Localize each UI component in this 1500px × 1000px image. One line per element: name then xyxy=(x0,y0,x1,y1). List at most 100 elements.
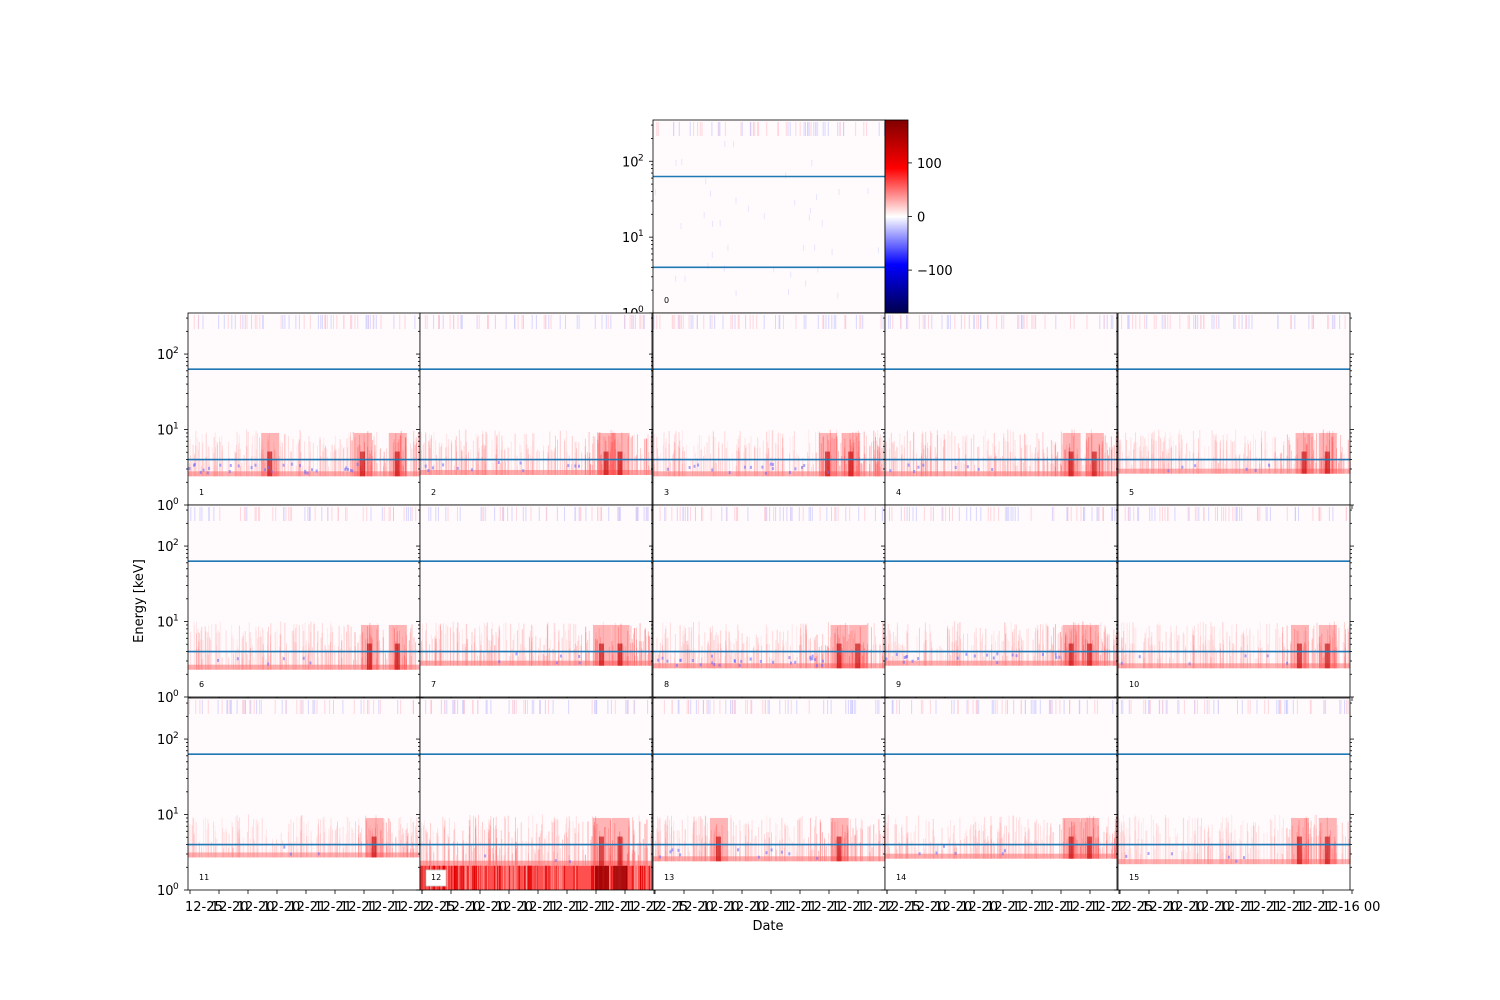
x-tick-label: 12-22 xyxy=(624,900,662,915)
x-tick-label: 12-20 xyxy=(676,900,714,915)
panel-label: 6 xyxy=(199,680,204,689)
x-tick-label: 12-20 xyxy=(469,900,507,915)
y-tick-exponent: 0 xyxy=(173,689,179,699)
y-tick-label: 10 xyxy=(157,691,174,706)
x-tick-label: 12-25 xyxy=(1115,900,1153,915)
panel-13: 13 xyxy=(649,697,889,894)
below-cutoff-region xyxy=(188,669,420,697)
y-tick-exponent: 2 xyxy=(173,731,179,741)
y-tick-exponent: 1 xyxy=(173,422,179,432)
y-tick-label: 10 xyxy=(157,884,174,899)
panel-label: 2 xyxy=(431,488,436,497)
panel-label-box xyxy=(425,869,447,887)
x-tick-label: 12-21 xyxy=(288,900,326,915)
y-tick-exponent: 0 xyxy=(173,497,179,507)
below-cutoff-region xyxy=(885,858,1117,890)
panel-label: 4 xyxy=(896,488,901,497)
low-energy-activity xyxy=(1118,621,1350,669)
colorbar-tick-label: 100 xyxy=(917,157,942,172)
panel-background xyxy=(653,120,885,313)
x-tick-label: 12-21 xyxy=(573,900,611,915)
y-tick-exponent: 2 xyxy=(638,153,644,163)
x-tick-label: 12-20 xyxy=(263,900,301,915)
x-axis-label: Date xyxy=(752,919,783,934)
panel-ticks xyxy=(1114,702,1354,894)
panels-layer: 0100101102110010110223456100101102789101… xyxy=(157,119,1354,899)
colorbar-gradient xyxy=(885,120,908,313)
x-tick-label: 12-21 xyxy=(986,900,1024,915)
x-tick-label: 12-21 xyxy=(521,900,559,915)
panel-frame xyxy=(419,504,653,698)
below-cutoff-region xyxy=(885,476,1117,505)
x-tick-label: 12-21 xyxy=(831,900,869,915)
below-cutoff-region xyxy=(1118,668,1350,697)
panel-2: 2 xyxy=(416,312,656,509)
y-tick-exponent: 2 xyxy=(173,538,179,548)
x-tick-label: 12-22 xyxy=(392,900,430,915)
panel-label: 3 xyxy=(664,488,669,497)
below-cutoff-region xyxy=(188,476,420,505)
low-energy-activity xyxy=(1118,429,1351,474)
y-tick-exponent: 1 xyxy=(638,229,644,239)
low-energy-activity xyxy=(653,429,885,477)
x-tick-label: 12-25 xyxy=(650,900,688,915)
x-tick-label: 12-25 xyxy=(418,900,456,915)
panel-label: 13 xyxy=(664,873,674,882)
below-cutoff-region xyxy=(653,476,885,505)
low-energy-activity xyxy=(653,815,886,862)
panel-12: 12 xyxy=(416,697,656,894)
x-tick-label: 12-21 xyxy=(754,900,792,915)
panel-4: 4 xyxy=(881,312,1121,509)
x-tick-label: 12-20 xyxy=(909,900,947,915)
x-tick-label: 12-20 xyxy=(1141,900,1179,915)
x-tick-label: 12-22 xyxy=(1089,900,1127,915)
high-energy-streaks xyxy=(888,315,1114,329)
x-tick-label: 12-20 xyxy=(211,900,249,915)
y-tick-exponent: 2 xyxy=(173,346,179,356)
panel-7: 7 xyxy=(416,504,656,701)
panel-label: 1 xyxy=(199,488,204,497)
x-tick-label: 12-21 xyxy=(340,900,378,915)
panel-background xyxy=(420,698,652,890)
x-tick-label: 12-20 xyxy=(934,900,972,915)
y-tick-exponent: 1 xyxy=(173,807,179,817)
x-tick-label: 12-20 xyxy=(443,900,481,915)
below-cutoff-region xyxy=(885,665,1117,697)
y-tick-exponent: 0 xyxy=(638,305,644,315)
x-tick-label: 12-21 xyxy=(779,900,817,915)
panel-label: 11 xyxy=(199,873,209,882)
panel-label: 10 xyxy=(1129,680,1139,689)
high-energy-streaks xyxy=(1124,507,1347,521)
x-tick-label: 12-21 xyxy=(1038,900,1076,915)
x-tick-label: 12-21 xyxy=(805,900,843,915)
x-tick-label: 12-20 xyxy=(495,900,533,915)
y-tick-label: 10 xyxy=(157,499,174,514)
high-energy-streaks xyxy=(1120,700,1349,714)
x-tick-label: 12-20 xyxy=(960,900,998,915)
panel-frame xyxy=(1117,697,1351,891)
y-tick-exponent: 1 xyxy=(173,614,179,624)
x-tick-label: 12-21 xyxy=(366,900,404,915)
panel-background xyxy=(1118,698,1350,890)
x-tick-label: 12-21 xyxy=(1270,900,1308,915)
x-tick-label: 12-21 xyxy=(599,900,637,915)
high-energy-streaks xyxy=(424,315,645,329)
high-energy-streaks xyxy=(1121,315,1346,329)
panel-label: 15 xyxy=(1129,873,1139,882)
high-energy-streaks xyxy=(659,507,883,521)
x-tick-label: 12-20 xyxy=(237,900,275,915)
below-cutoff-region xyxy=(1118,864,1350,890)
below-cutoff-region xyxy=(420,474,652,505)
colorbar-tick-label: 0 xyxy=(917,211,925,226)
high-energy-streaks xyxy=(193,315,416,329)
x-tick-label: 12-25 xyxy=(883,900,921,915)
x-tick-label: 12-20 xyxy=(1167,900,1205,915)
y-tick-label: 10 xyxy=(157,616,174,631)
panel-frame xyxy=(884,697,1118,891)
x-tick-label: 12-25 xyxy=(185,900,223,915)
low-energy-activity xyxy=(420,621,652,666)
high-energy-streaks xyxy=(425,700,649,714)
below-cutoff-region xyxy=(653,668,885,697)
